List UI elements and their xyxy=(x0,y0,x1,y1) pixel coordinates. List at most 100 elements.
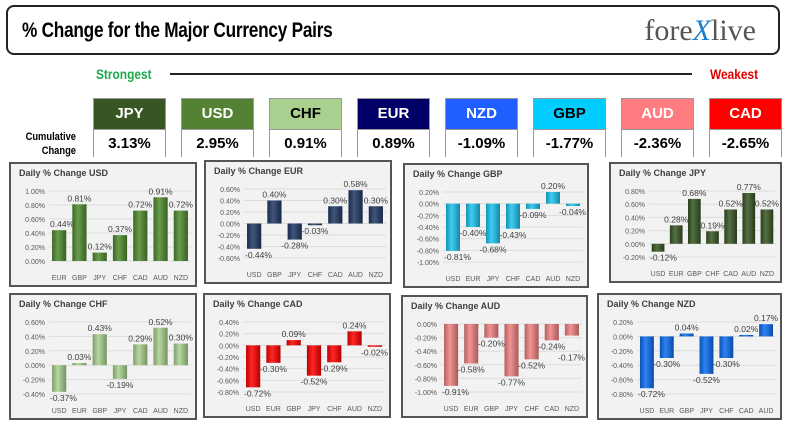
cumulative-value: 2.95% xyxy=(182,129,253,158)
bar-aud xyxy=(347,331,362,346)
bar-gbp xyxy=(72,204,87,261)
data-label: 0.30% xyxy=(364,195,389,205)
bar-nzd xyxy=(173,210,188,261)
x-tick-label: NZD xyxy=(174,408,188,415)
chart-eur: -0.60% -0.40% -0.20% 0.00% 0.20% 0.40% 0.60% US… xyxy=(204,160,392,284)
y-tick-label: -0.20% xyxy=(218,233,240,240)
x-tick-label: CHF xyxy=(705,271,719,278)
x-tick-label: EUR xyxy=(266,406,281,413)
bar-nzd xyxy=(760,209,774,244)
x-tick-label: GBP xyxy=(72,275,87,282)
bar-cad xyxy=(328,206,343,224)
data-label: -0.30% xyxy=(260,364,287,374)
bar-gbp xyxy=(286,340,301,346)
cumulative-box-chf: CHF 0.91% xyxy=(269,98,342,158)
currency-label: AUD xyxy=(622,99,693,129)
data-label: 0.72% xyxy=(169,200,194,210)
x-tick-label: JPY xyxy=(114,408,127,415)
data-label: -0.24% xyxy=(538,341,565,351)
y-tick-label: -0.20% xyxy=(623,255,645,262)
data-label: 0.44% xyxy=(50,219,75,229)
x-tick-label: CAD xyxy=(133,275,148,282)
bar-jpy xyxy=(486,203,500,244)
data-label: -0.40% xyxy=(460,228,487,238)
x-tick-label: CAD xyxy=(739,408,754,415)
data-label: 0.02% xyxy=(734,324,759,334)
bar-gbp xyxy=(267,200,282,224)
bar-usd xyxy=(52,365,67,392)
y-tick-label: -0.40% xyxy=(417,225,439,232)
y-tick-label: -0.60% xyxy=(217,378,239,385)
currency-label: CHF xyxy=(270,99,341,129)
cumulative-box-eur: EUR 0.89% xyxy=(357,98,430,158)
bar-cad xyxy=(739,334,754,337)
data-label: 0.58% xyxy=(344,179,369,189)
x-tick-label: GBP xyxy=(92,408,107,415)
bar-jpy xyxy=(699,336,714,374)
y-tick-label: 0.40% xyxy=(25,231,45,238)
cumulative-change-label: Cumulative Change xyxy=(23,130,76,158)
bar-chf xyxy=(706,231,719,244)
data-label: 0.19% xyxy=(700,220,725,230)
data-label: -0.68% xyxy=(480,244,507,254)
x-tick-label: CHF xyxy=(506,276,520,283)
data-label: 0.20% xyxy=(541,181,566,191)
x-tick-label: EUR xyxy=(466,276,481,283)
y-tick-label: 0.20% xyxy=(220,210,240,217)
y-tick-label: -0.60% xyxy=(415,363,437,370)
data-label: -0.44% xyxy=(245,250,272,260)
data-label: -0.58% xyxy=(458,364,485,374)
x-tick-label: GBP xyxy=(286,406,301,413)
y-tick-label: -0.20% xyxy=(611,349,633,356)
x-tick-label: GBP xyxy=(267,272,282,279)
bar-eur xyxy=(464,324,479,364)
data-label: 0.91% xyxy=(149,186,174,196)
y-tick-label: 0.00% xyxy=(613,334,633,341)
data-label: 0.12% xyxy=(88,242,113,252)
x-tick-label: CHF xyxy=(308,272,322,279)
cumulative-value: 0.91% xyxy=(270,129,341,158)
x-tick-label: CAD xyxy=(544,406,559,413)
y-tick-label: -0.60% xyxy=(218,256,240,263)
x-tick-label: USD xyxy=(246,406,261,413)
title-box: % Change for the Major Currency Pairs fo… xyxy=(6,5,780,55)
y-tick-label: 0.60% xyxy=(625,202,645,209)
chart-svg: -0.60% -0.40% -0.20% 0.00% 0.20% 0.40% 0.60% US… xyxy=(218,179,389,279)
bar-jpy xyxy=(306,345,322,376)
bar-chf xyxy=(307,223,323,226)
bar-aud xyxy=(348,190,363,224)
data-label: -0.12% xyxy=(650,253,677,263)
y-tick-label: 0.00% xyxy=(419,202,439,209)
currency-label: CAD xyxy=(710,99,781,129)
x-tick-label: GBP xyxy=(679,408,694,415)
data-label: 0.03% xyxy=(67,352,92,362)
chart-title: Daily % Change CHF xyxy=(19,299,108,309)
y-tick-label: -0.80% xyxy=(611,392,633,399)
chart-gbp: -1.00% -0.80% -0.60% -0.40% -0.20% 0.00% 0.20%… xyxy=(403,163,589,288)
bar-gbp xyxy=(92,334,107,366)
data-label: -0.52% xyxy=(693,375,720,385)
y-tick-label: -0.20% xyxy=(417,213,439,220)
bar-nzd xyxy=(368,206,383,224)
data-label: 0.52% xyxy=(755,198,780,208)
data-label: -0.17% xyxy=(558,353,585,363)
x-tick-label: EUR xyxy=(464,406,479,413)
y-tick-label: 1.00% xyxy=(25,189,45,196)
x-tick-label: JPY xyxy=(288,272,301,279)
data-label: 0.29% xyxy=(128,333,153,343)
bar-usd xyxy=(639,336,654,389)
cumulative-value: 0.89% xyxy=(358,129,429,158)
bar-aud xyxy=(742,192,756,244)
x-tick-label: USD xyxy=(446,276,461,283)
bar-aud xyxy=(153,327,168,366)
data-label: -0.72% xyxy=(244,388,271,398)
chart-svg: -1.00% -0.80% -0.60% -0.40% -0.20% 0.00% USD EU… xyxy=(415,322,586,413)
y-tick-label: -1.00% xyxy=(415,390,437,397)
y-tick-label: 0.40% xyxy=(25,334,45,341)
currency-label: JPY xyxy=(94,99,165,129)
bar-eur xyxy=(659,336,674,358)
x-tick-label: JPY xyxy=(308,406,321,413)
x-tick-label: JPY xyxy=(700,408,713,415)
chart-svg: -1.00% -0.80% -0.60% -0.40% -0.20% 0.00% 0.20%… xyxy=(417,181,587,283)
cumulative-label-line2: Change xyxy=(41,145,76,157)
